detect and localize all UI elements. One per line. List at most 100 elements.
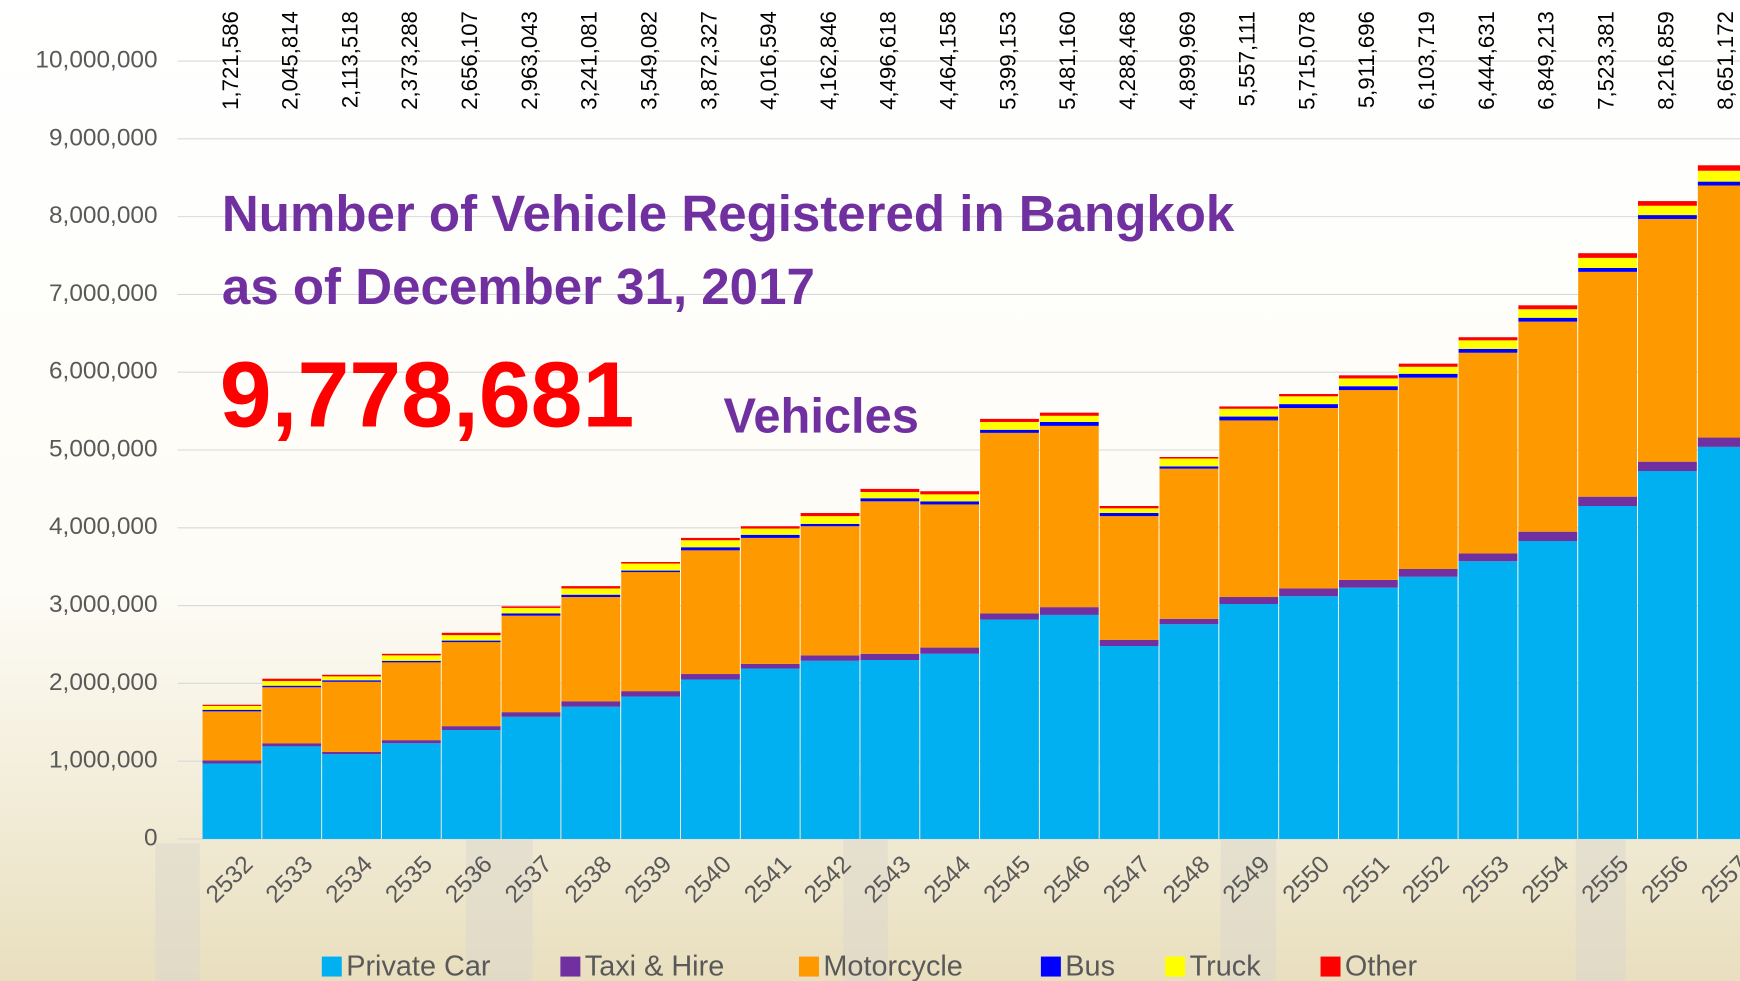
bar-segment [621,572,681,692]
bar-segment [980,421,1039,430]
total-label: 3,241,081 [577,11,602,110]
bar-segment [202,763,262,839]
total-label: 7,523,381 [1593,11,1618,110]
legend-label: Private Car [346,950,491,981]
bar-segment [262,678,322,682]
bar-segment [681,540,740,548]
bar-segment [1039,412,1099,416]
bar-segment [800,513,860,517]
bar-segment [1219,597,1279,605]
bar-segment [800,655,860,661]
y-tick-label: 3,000,000 [49,591,158,618]
bar-segment [262,743,322,747]
bar-segment [1697,170,1740,182]
bar-segment [561,594,621,598]
bar-segment [501,615,561,713]
bar-segment [681,674,740,680]
total-label: 4,899,969 [1175,11,1200,110]
bar-segment [1338,386,1398,391]
total-label: 3,549,082 [636,11,661,110]
bar-segment [920,501,980,505]
bar-segment [381,662,441,741]
bar-segment [980,429,1039,433]
bar-segment [740,534,800,538]
bar-segment [561,588,621,595]
bar-segment [322,681,381,752]
bar-segment [1578,496,1638,507]
bar-segment [800,660,860,839]
bar-segment [1279,407,1338,589]
annotation-unit: Vehicles [724,389,919,443]
bar-segment [441,730,501,839]
bar-segment [920,504,980,648]
y-tick-label: 4,000,000 [49,513,158,540]
bar-segment [1159,618,1219,625]
bar-segment [1099,516,1159,640]
bar-segment [501,606,561,608]
legend-label: Other [1345,950,1418,981]
legend-swatch [321,956,342,977]
bar-segment [1039,425,1099,608]
bar-segment [381,743,441,839]
bar-segment [1219,408,1279,417]
bar-segment [1398,363,1458,367]
bar-segment [1697,446,1740,839]
bar-segment [1518,541,1578,839]
y-tick-label: 1,000,000 [49,747,158,774]
bar-segment [1578,257,1638,268]
bar-segment [740,668,800,839]
bar-segment [1338,375,1398,379]
total-label: 5,481,160 [1055,11,1080,110]
bar-segment [1039,421,1099,426]
bar-segment [1099,513,1159,517]
bar-segment [1338,390,1398,580]
bar-segment [501,716,561,839]
total-label: 6,444,631 [1474,11,1499,110]
bar-segment [1099,646,1159,839]
bar-segment [681,550,740,675]
total-label: 2,045,814 [278,11,303,110]
bar-segment [1638,205,1697,216]
total-label: 2,656,107 [457,11,482,110]
bar-segment [1219,406,1279,409]
bar-segment [980,418,1039,422]
bar-segment [1219,604,1279,839]
bar-segment [262,685,322,688]
bar-segment [322,754,381,839]
y-tick-label: 0 [144,824,158,851]
y-tick-label: 5,000,000 [49,435,158,462]
bar-segment [1159,456,1219,459]
bar-segment [1159,458,1219,467]
bar-segment [1398,377,1458,570]
bar-segment [1159,624,1219,839]
bar-segment [1458,348,1518,353]
bar-segment [1219,416,1279,421]
total-label: 8,216,859 [1653,11,1678,110]
bar-segment [1338,587,1398,839]
bar-segment [381,655,441,661]
bar-segment [800,523,860,527]
bar-segment [441,642,501,727]
bar-segment [1279,393,1338,397]
legend-swatch [1040,956,1061,977]
legend-swatch [1320,956,1341,977]
bar-segment [860,660,920,839]
bar-segment [1039,415,1099,422]
bar-segment [441,632,501,636]
bar-segment [1458,340,1518,349]
total-label: 4,496,618 [876,11,901,110]
total-label: 6,103,719 [1414,11,1439,110]
bar-segment [1279,588,1338,597]
bar-segment [1398,373,1458,378]
bar-segment [860,488,920,493]
bar-segment [1697,437,1740,447]
bar-segment [860,653,920,661]
bar-segment [1458,553,1518,562]
y-tick-label: 10,000,000 [35,47,157,74]
bar-segment [1697,185,1740,438]
bar-segment [860,501,920,654]
bar-segment [1099,506,1159,509]
bar-segment [1099,508,1159,514]
bar-segment [1338,378,1398,387]
bar-segment [202,760,262,764]
